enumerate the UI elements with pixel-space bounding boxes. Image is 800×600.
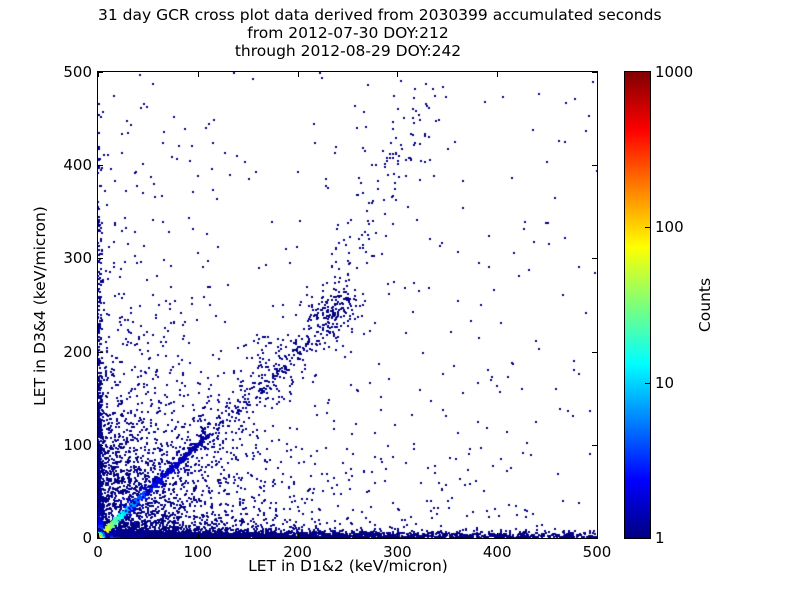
x-tick-top: [597, 72, 598, 77]
colorbar-label: Counts: [696, 277, 714, 333]
scatter-points-canvas: [98, 72, 597, 538]
y-tick-label: 500: [63, 63, 92, 81]
y-tick-label: 200: [63, 342, 92, 361]
y-tick-left: [98, 258, 103, 260]
y-tick-right: [592, 351, 597, 353]
y-tick-left: [98, 351, 103, 353]
y-tick-left: [98, 444, 103, 446]
x-tick-top: [297, 72, 299, 77]
y-tick-left: [98, 165, 103, 167]
x-tick-bottom: [197, 533, 199, 538]
x-tick-bottom: [497, 533, 499, 538]
x-tick-label: 300: [383, 543, 412, 561]
y-tick-left: [98, 72, 103, 73]
x-tick-bottom: [98, 533, 99, 538]
x-tick-bottom: [397, 533, 399, 538]
colorbar-tick-label: 1000: [655, 63, 694, 81]
x-tick-label: 400: [482, 543, 512, 561]
y-tick-right: [592, 72, 597, 73]
chart-title-block: 31 day GCR cross plot data derived from …: [98, 6, 662, 60]
colorbar-tick: [645, 382, 650, 384]
y-tick-right: [592, 165, 597, 167]
chart-subtitle-from: from 2012-07-30 DOY:212: [247, 24, 449, 42]
colorbar-tick-label: 1: [655, 529, 665, 547]
x-tick-top: [197, 72, 199, 77]
x-tick-top: [98, 72, 99, 77]
x-tick-bottom: [297, 533, 299, 538]
plot-area: [97, 71, 598, 539]
y-tick-right: [592, 258, 597, 260]
colorbar: [624, 71, 651, 539]
y-tick-label: 100: [63, 435, 92, 454]
y-axis-label: LET in D3&4 (keV/micron): [31, 206, 49, 406]
colorbar-tick-label: 100: [655, 218, 684, 237]
x-tick-label: 200: [283, 543, 312, 561]
x-tick-label: 0: [93, 543, 103, 561]
x-axis-label: LET in D1&2 (keV/micron): [248, 557, 448, 575]
y-tick-label: 300: [63, 249, 92, 268]
y-tick-label: 400: [63, 156, 92, 175]
y-tick-right: [592, 538, 597, 539]
x-tick-bottom: [597, 533, 598, 538]
x-tick-top: [397, 72, 399, 77]
chart-subtitle-through: through 2012-08-29 DOY:242: [234, 42, 462, 60]
y-tick-label: 0: [82, 529, 92, 547]
colorbar-tick: [645, 227, 650, 229]
x-tick-label: 500: [582, 543, 612, 561]
chart-title: 31 day GCR cross plot data derived from …: [98, 6, 662, 24]
x-tick-label: 100: [183, 543, 213, 561]
y-tick-left: [98, 538, 103, 539]
y-tick-right: [592, 444, 597, 446]
colorbar-tick-label: 10: [655, 373, 675, 392]
x-tick-top: [497, 72, 499, 77]
